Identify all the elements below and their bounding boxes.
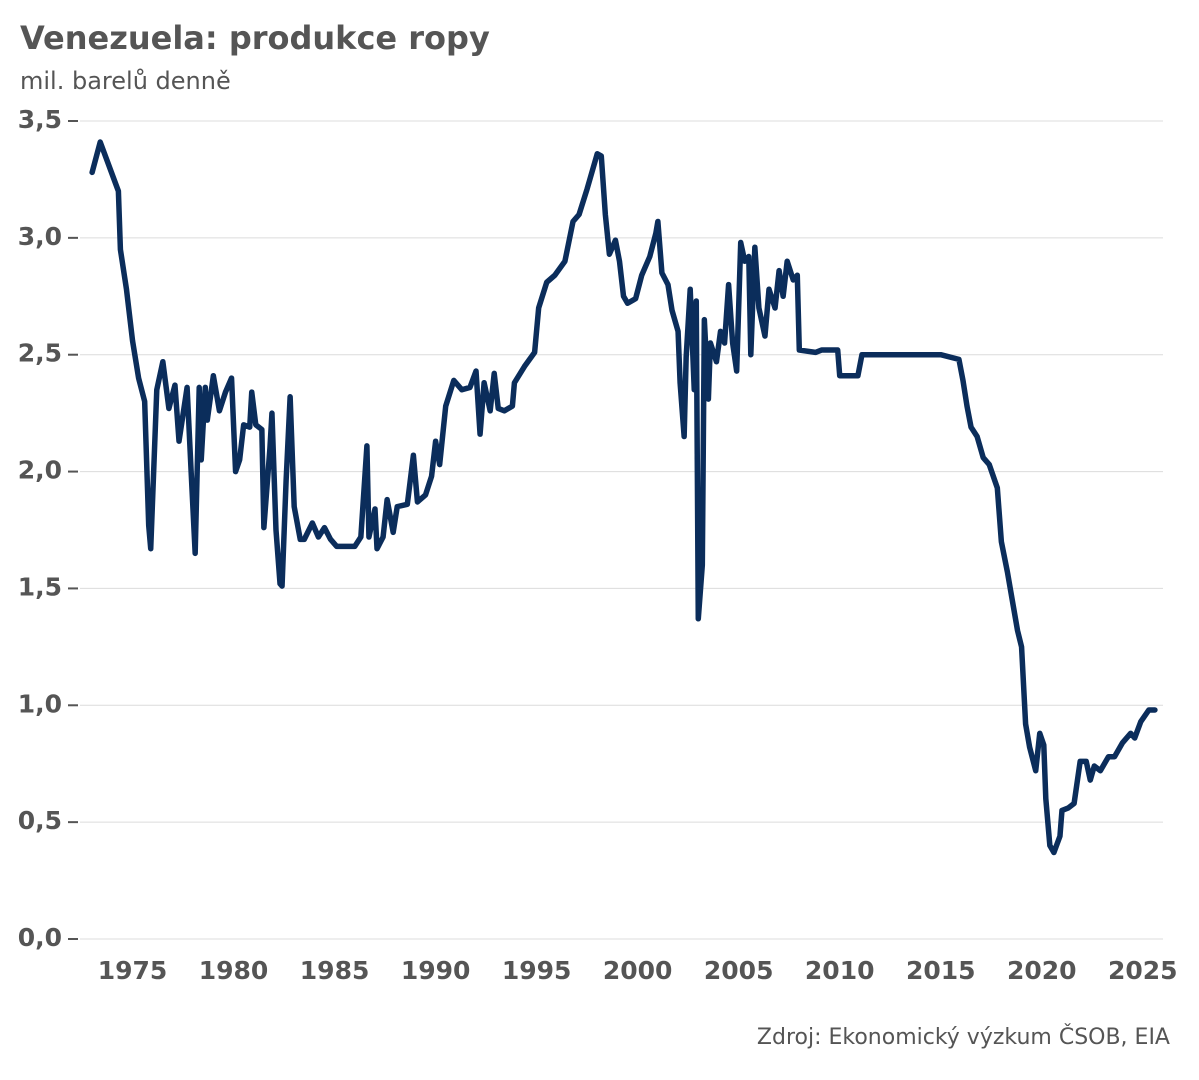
chart-subtitle: mil. barelů denně xyxy=(20,67,231,95)
x-tick-label: 1980 xyxy=(199,956,269,985)
y-tick-label: 1,5 xyxy=(18,572,62,601)
x-tick-label: 2010 xyxy=(805,956,875,985)
y-tick-label: 3,5 xyxy=(18,105,62,134)
x-tick-label: 2025 xyxy=(1108,956,1178,985)
x-tick-label: 2000 xyxy=(603,956,673,985)
x-tick-label: 1990 xyxy=(401,956,471,985)
x-tick-label: 1995 xyxy=(502,956,572,985)
y-tick-label: 0,5 xyxy=(18,806,62,835)
x-tick-label: 1975 xyxy=(98,956,168,985)
data-line xyxy=(89,139,1158,856)
y-tick-label: 2,5 xyxy=(18,339,62,368)
chart-title: Venezuela: produkce ropy xyxy=(20,19,490,57)
y-tick-label: 3,0 xyxy=(18,222,62,251)
x-tick-label: 2005 xyxy=(704,956,774,985)
x-tick-label: 2015 xyxy=(906,956,976,985)
source-note: Zdroj: Ekonomický výzkum ČSOB, EIA xyxy=(757,1024,1170,1050)
y-tick-label: 2,0 xyxy=(18,456,62,485)
y-tick-label: 1,0 xyxy=(18,689,62,718)
y-tick-label: 0,0 xyxy=(18,923,62,952)
x-tick-label: 2020 xyxy=(1007,956,1077,985)
x-tick-label: 1985 xyxy=(300,956,370,985)
